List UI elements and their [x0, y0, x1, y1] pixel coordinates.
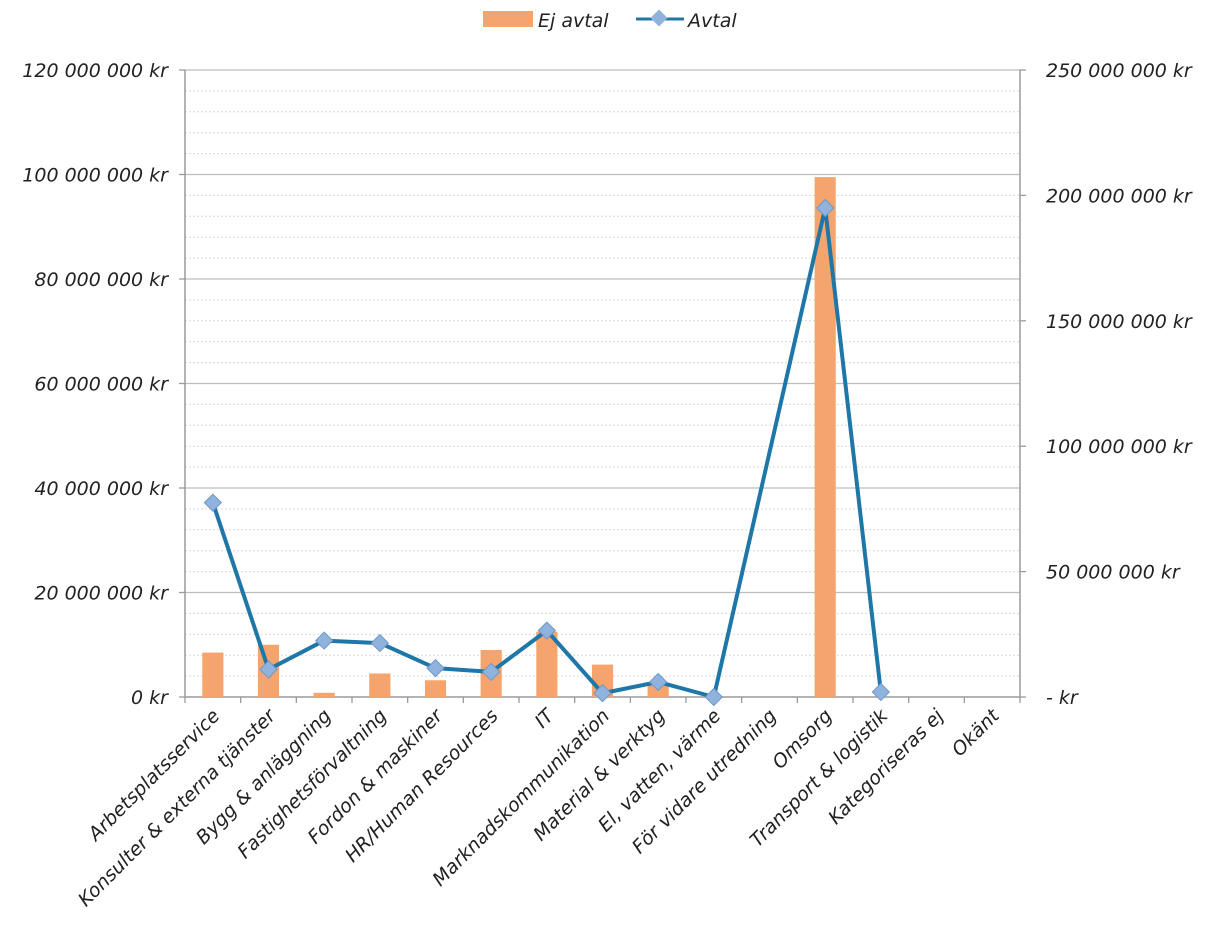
point-avtal-konsulter-externa-tjänster	[259, 660, 278, 679]
point-avtal-fordon-maskiner	[426, 658, 445, 678]
point-avtal-transport-logistik	[871, 682, 891, 702]
point-avtal-bygg-anläggning	[314, 631, 334, 650]
category-label-it: IT	[531, 704, 560, 733]
right-tick-label: 250 000 000 kr	[1046, 60, 1193, 82]
bar-ej-avtal-bygg-anläggning	[313, 692, 335, 697]
point-avtal-hr-human-resources	[481, 662, 501, 682]
point-avtal-el-vatten-värme	[704, 687, 724, 707]
line-avtal	[203, 198, 891, 707]
right-tick-label: 50 000 000 kr	[1046, 562, 1181, 584]
left-tick-label: 60 000 000 kr	[34, 374, 169, 396]
left-tick-label: 40 000 000 kr	[34, 478, 169, 500]
point-avtal-material-verktyg	[648, 672, 668, 692]
right-tick-label: - kr	[1046, 687, 1079, 709]
bar-ej-avtal-arbetsplatsservice	[202, 652, 224, 697]
legend: Ej avtal Avtal	[483, 9, 737, 32]
category-label-okänt: Okänt	[948, 704, 1005, 761]
axes	[179, 69, 1026, 703]
point-avtal-it	[537, 621, 557, 640]
legend-label-avtal: Avtal	[686, 10, 737, 32]
point-avtal-fastighetsförvaltning	[370, 633, 390, 653]
bar-ej-avtal-omsorg	[814, 177, 836, 698]
right-tick-label: 200 000 000 kr	[1046, 185, 1193, 207]
legend-marker-avtal	[650, 9, 668, 27]
legend-swatch-ej-avtal	[483, 11, 533, 27]
legend-label-ej-avtal: Ej avtal	[538, 10, 609, 32]
point-avtal-arbetsplatsservice	[203, 493, 223, 512]
bar-ej-avtal-fordon-maskiner	[424, 680, 447, 697]
bars-ej-avtal	[202, 177, 836, 698]
point-avtal-omsorg	[815, 198, 835, 218]
left-tick-label: 100 000 000 kr	[22, 165, 169, 187]
bar-ej-avtal-it	[536, 631, 558, 697]
left-tick-label: 80 000 000 kr	[34, 269, 169, 291]
right-tick-label: 150 000 000 kr	[1046, 311, 1193, 333]
bar-ej-avtal-fastighetsförvaltning	[369, 673, 391, 697]
right-tick-label: 100 000 000 kr	[1046, 436, 1193, 458]
axis-labels: 0 kr 20 000 000 kr 40 000 000 kr 60 000 000…	[22, 60, 1193, 911]
avtal-series-line	[210, 205, 883, 699]
left-tick-label: 120 000 000 kr	[22, 60, 169, 82]
left-tick-label: 20 000 000 kr	[34, 583, 169, 605]
point-avtal-marknadskommunikation	[593, 684, 612, 703]
left-tick-label: 0 kr	[131, 687, 169, 709]
gridlines	[185, 69, 1020, 677]
